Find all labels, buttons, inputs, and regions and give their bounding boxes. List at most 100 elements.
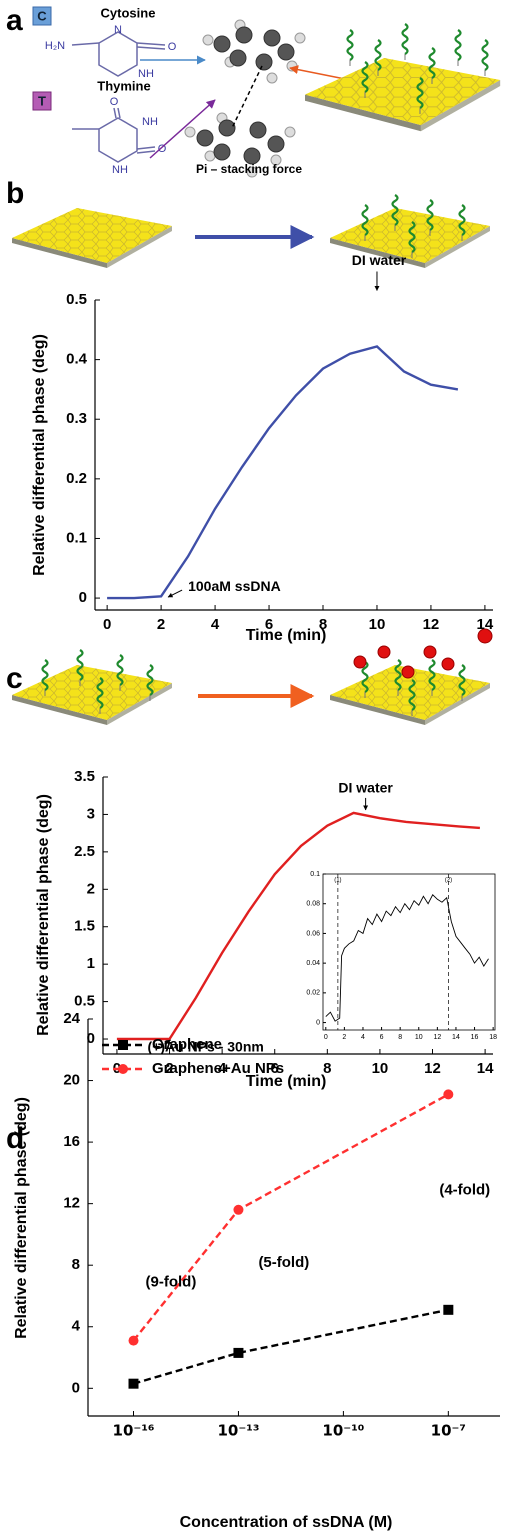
- badge: [32, 91, 52, 111]
- panel-label: a: [6, 4, 23, 37]
- point: [443, 1304, 454, 1315]
- x-tick-label: 8: [323, 1060, 331, 1077]
- annotation: (4-fold): [439, 1181, 490, 1198]
- y-tick-label: 0.4: [66, 351, 88, 368]
- x-tick-label: 14: [452, 1034, 460, 1041]
- legend-marker: [118, 1040, 128, 1050]
- plot-frame: [322, 873, 496, 1031]
- x-tick-label: 4: [361, 1034, 365, 1041]
- atom-label: O: [110, 96, 119, 108]
- badge-text: T: [38, 93, 46, 108]
- x-tick-label: 0: [324, 1034, 328, 1041]
- x-tick-label: 14: [477, 1060, 494, 1077]
- x-tick-label: 16: [471, 1034, 479, 1041]
- y-tick-label: 2: [87, 880, 95, 897]
- annotation-arrow: [164, 1039, 171, 1045]
- molecule-name: Thymine: [97, 78, 150, 93]
- y-tick-label: 0.2: [66, 470, 87, 487]
- atom-label: NH: [138, 68, 154, 80]
- panel-label: b: [6, 177, 24, 210]
- x-tick-label: 10⁻¹⁰: [322, 1422, 364, 1440]
- y-tick-label: 0.08: [306, 901, 320, 908]
- atom-label: NH: [142, 116, 158, 128]
- annotation: 100aM ssDNA: [188, 578, 281, 594]
- y-tick-label: 0: [79, 589, 87, 606]
- x-tick-label: 0: [103, 616, 111, 633]
- annotation: DI water: [352, 252, 407, 268]
- y-tick-label: 12: [63, 1195, 80, 1212]
- x-tick-label: 10: [372, 1060, 389, 1077]
- x-axis-label: Time (min): [246, 1073, 327, 1090]
- y-tick-label: 0.02: [306, 990, 320, 997]
- y-tick-label: 2.5: [74, 843, 95, 860]
- data-line: [107, 345, 459, 600]
- atom-label: H₂N: [45, 40, 65, 52]
- x-tick-label: 12: [433, 1034, 441, 1041]
- y-tick-label: 0.04: [306, 960, 320, 967]
- x-tick-label: 2: [342, 1034, 346, 1041]
- data-line: [133, 1308, 449, 1385]
- data-line: [132, 1093, 449, 1342]
- x-tick-label: 10: [369, 616, 386, 633]
- marker-label: (1): [334, 878, 341, 884]
- y-tick-label: 0.5: [74, 993, 95, 1010]
- y-tick-label: 16: [63, 1133, 80, 1150]
- y-tick-label: 0.06: [306, 930, 320, 937]
- ring: [98, 31, 138, 77]
- x-axis-label: Time (min): [246, 627, 327, 644]
- x-tick-label: 4: [218, 1060, 227, 1077]
- x-tick-label: 10⁻¹³: [217, 1422, 259, 1440]
- chart: 0 0.1 0.2 0.3 0.4 0.5 0 2 4 6 8 10 12 14 Time (min) Rel…: [31, 252, 494, 644]
- y-tick-label: 1: [87, 955, 95, 972]
- x-tick-label: 6: [380, 1034, 384, 1041]
- y-tick-label: 0.1: [310, 871, 320, 878]
- x-tick-label: 6: [271, 1060, 279, 1077]
- graphene-sheet: [12, 208, 172, 268]
- caption: Pi – stacking force: [196, 162, 302, 176]
- legend-label: Graphene: [152, 1036, 222, 1053]
- y-tick-label: 0.3: [66, 410, 87, 427]
- atom-label: O: [158, 143, 167, 155]
- graphene-sheet-aunp: [330, 628, 493, 725]
- data-line: [325, 894, 489, 1022]
- x-tick-label: 10: [415, 1034, 423, 1041]
- cytosine: C Cytosine H₂N N O NH: [32, 5, 177, 80]
- x-tick-label: 4: [211, 616, 220, 633]
- pi-stacking-model: Pi – stacking force: [184, 19, 306, 178]
- x-tick-label: 6: [265, 616, 273, 633]
- point: [233, 1204, 244, 1215]
- point: [128, 1378, 139, 1389]
- x-tick-label: 2: [165, 1060, 173, 1077]
- point: [443, 1089, 454, 1100]
- x-tick-label: 12: [423, 616, 440, 633]
- annotation: (9-fold): [146, 1274, 197, 1291]
- y-tick-label: 0: [72, 1379, 80, 1396]
- y-tick-label: 8: [72, 1256, 80, 1273]
- y-tick-label: 3: [87, 805, 95, 822]
- marker-label: (2): [445, 878, 452, 884]
- x-tick-label: 10⁻¹⁶: [113, 1422, 155, 1440]
- y-axis-label: Relative differential phase (deg): [35, 794, 52, 1036]
- annotation-arrow: [167, 589, 183, 598]
- badge: [32, 6, 52, 26]
- x-tick-label: 8: [398, 1034, 402, 1041]
- y-tick-label: 0: [316, 1019, 320, 1026]
- x-tick-label: 18: [489, 1034, 497, 1041]
- y-tick-label: 0.1: [66, 529, 87, 546]
- y-tick-label: 4: [72, 1318, 81, 1335]
- y-tick-label: 20: [63, 1072, 80, 1089]
- annotation: DI water: [338, 780, 393, 796]
- chart: 0 0.02 0.04 0.06 0.08 0.1 0 2 4 6 8 10 12 14 16 18 (1) (2…: [306, 871, 497, 1041]
- annotation: (+)Au NPs - 30nm: [148, 1039, 264, 1055]
- x-tick-label: 8: [319, 616, 327, 633]
- legend-label: Graphene+Au NPs: [152, 1060, 284, 1077]
- y-tick-label: 3.5: [74, 768, 95, 785]
- x-tick-label: 2: [157, 616, 165, 633]
- annotation: (5-fold): [258, 1254, 309, 1271]
- data-line: [116, 811, 480, 1041]
- x-tick-label: 14: [477, 616, 494, 633]
- legend-marker: [118, 1064, 128, 1074]
- y-tick-label: 1.5: [74, 918, 95, 935]
